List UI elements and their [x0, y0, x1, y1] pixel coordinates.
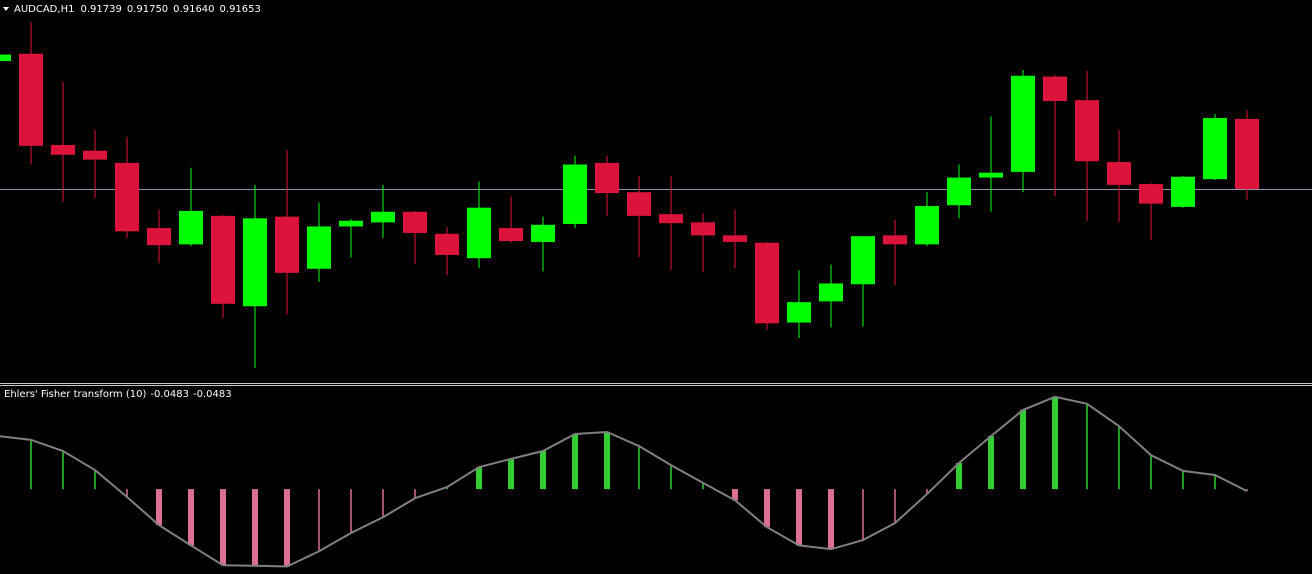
marks	[0, 21, 1312, 568]
candle-body	[307, 226, 331, 269]
histogram-bar	[1182, 470, 1184, 490]
candle-body	[0, 54, 11, 62]
candle-body	[115, 162, 139, 232]
header-value: 0.91653	[220, 4, 261, 15]
candle-body	[339, 220, 363, 227]
candle-body	[883, 235, 907, 245]
candle-body	[691, 222, 715, 236]
header-value: 0.91640	[173, 4, 214, 15]
candle-body	[1107, 162, 1131, 185]
candle-body	[371, 211, 395, 223]
candle-body	[1203, 118, 1227, 180]
histogram-bar	[1086, 403, 1088, 490]
candle-body	[1171, 176, 1195, 207]
signal-line	[0, 395, 1248, 568]
header-value: 0.91739	[80, 4, 121, 15]
histogram-bar	[796, 489, 802, 546]
menu-triangle[interactable]	[3, 7, 9, 11]
indicator-title: Ehlers' Fisher transform (10)	[4, 389, 146, 400]
histogram-bar	[1118, 426, 1120, 490]
histogram-bar	[732, 489, 738, 501]
histogram-bar	[94, 470, 96, 490]
labels: AUDCAD,H1 Ehlers' Fisher transform (10) …	[4, 4, 261, 400]
header-value: -0.0483	[150, 389, 189, 400]
histogram-bar	[764, 489, 770, 528]
histogram-bar	[638, 446, 640, 490]
candle-body	[595, 162, 619, 194]
histogram-bar	[350, 489, 352, 534]
candle-body	[51, 144, 75, 155]
candle-body	[147, 228, 171, 246]
candle-body	[819, 283, 843, 302]
candle-body	[947, 177, 971, 206]
histogram-bar	[956, 463, 962, 490]
candle-body	[83, 150, 107, 160]
histogram-bar	[1052, 396, 1058, 490]
candle-body	[19, 53, 43, 146]
candle-body	[1235, 118, 1259, 189]
histogram-bar	[894, 489, 896, 524]
candle-body	[979, 172, 1003, 178]
candle-body	[1075, 100, 1099, 162]
histogram-bar	[670, 465, 672, 490]
candle-body	[531, 224, 555, 242]
histogram-bar	[862, 489, 864, 541]
candle-body	[723, 235, 747, 242]
histogram-bar	[828, 489, 834, 550]
histogram-bar	[604, 431, 610, 490]
histogram-bar	[220, 489, 226, 566]
candle-body	[1043, 76, 1067, 101]
candle-body	[1011, 75, 1035, 172]
symbol-title: AUDCAD,H1	[14, 4, 74, 15]
histogram-bar	[508, 458, 514, 490]
candle-body	[1139, 184, 1163, 204]
candle-body	[563, 164, 587, 224]
histogram-bar	[382, 489, 384, 518]
histogram-bar	[926, 489, 928, 495]
histogram-bar	[1020, 410, 1026, 490]
candle-body	[403, 211, 427, 233]
histogram-bar	[414, 489, 416, 499]
candle-body	[787, 302, 811, 323]
histogram-bar	[252, 489, 258, 566]
candle-body	[211, 215, 235, 304]
histogram-bar	[30, 439, 32, 490]
candle-body	[627, 192, 651, 216]
histogram-bar	[126, 489, 128, 497]
candle-body	[755, 242, 779, 324]
histogram-bar	[572, 434, 578, 490]
candle-body	[915, 206, 939, 245]
candle-body	[851, 236, 875, 285]
candle-body	[275, 216, 299, 273]
candle-body	[659, 214, 683, 224]
histogram-bar	[540, 451, 546, 490]
histogram-bar	[1214, 475, 1216, 490]
histogram-bar	[156, 489, 162, 526]
histogram-bar	[1150, 455, 1152, 490]
histogram-bar	[284, 489, 290, 567]
header-value: -0.0483	[193, 389, 232, 400]
header-value: 0.91750	[127, 4, 168, 15]
candle-body	[243, 218, 267, 307]
histogram-bar	[476, 467, 482, 490]
histogram-bar	[62, 451, 64, 490]
histogram-bar	[318, 489, 320, 552]
histogram-bar	[988, 436, 994, 490]
candle-body	[499, 228, 523, 242]
candle-body	[179, 210, 203, 245]
candle-body	[467, 207, 491, 259]
histogram-bar	[188, 489, 194, 546]
candle-body	[435, 233, 459, 255]
histogram-bar	[702, 482, 704, 490]
